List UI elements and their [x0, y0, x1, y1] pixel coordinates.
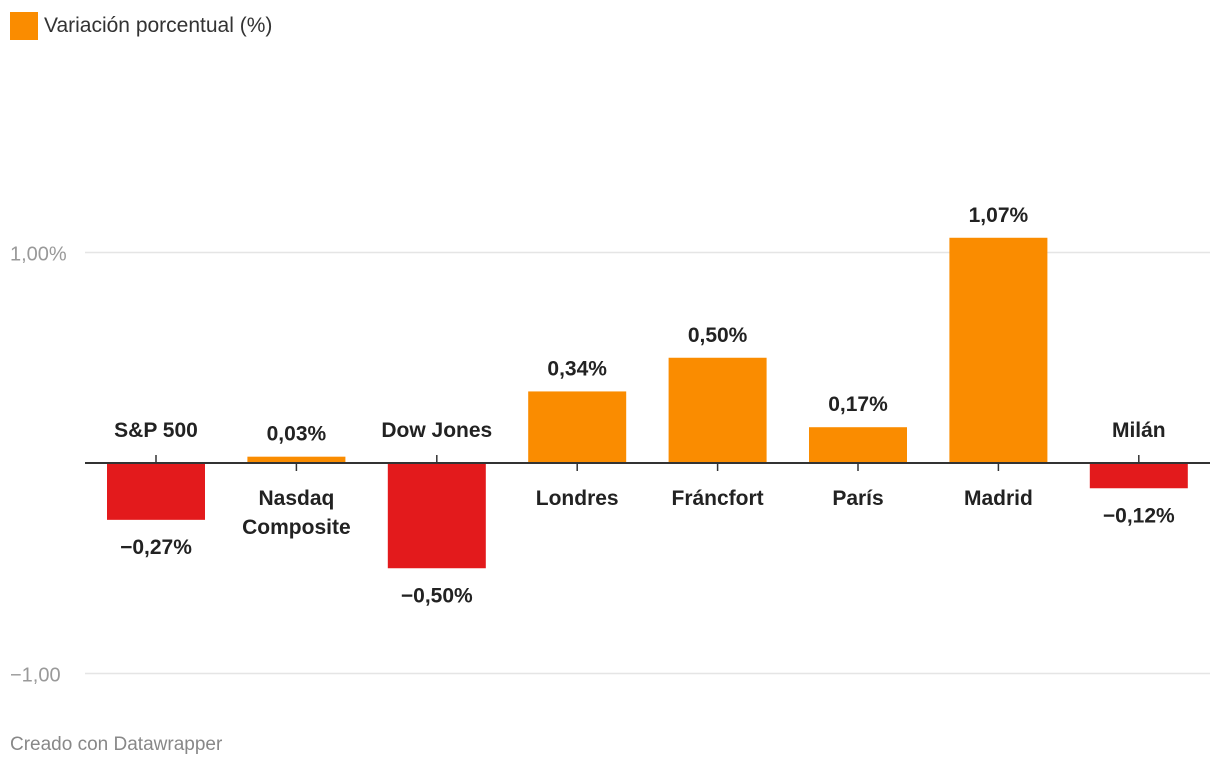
value-label: −0,27%: [120, 536, 192, 559]
bar: [1089, 463, 1188, 489]
legend-label: Variación porcentual (%): [44, 14, 273, 37]
bar: [809, 427, 907, 463]
y-tick-label: 1,00%: [10, 244, 67, 266]
category-label: Dow Jones: [381, 419, 492, 442]
legend-swatch: [10, 12, 38, 40]
category-label: Milán: [1112, 419, 1166, 442]
value-label: 1,07%: [969, 204, 1029, 227]
category-label: Fráncfort: [672, 487, 764, 510]
footer-credit: Creado con Datawrapper: [10, 734, 223, 755]
bar: [668, 357, 767, 463]
bar: [528, 391, 627, 463]
category-label: Londres: [536, 487, 619, 510]
value-label: 0,34%: [547, 357, 607, 380]
bar: [949, 237, 1048, 463]
legend: Variación porcentual (%): [10, 12, 272, 40]
value-label: −0,50%: [401, 584, 473, 607]
bar: [247, 456, 346, 463]
value-label: 0,50%: [688, 324, 748, 347]
category-label: Madrid: [964, 487, 1033, 510]
bar: [107, 463, 205, 520]
category-label: S&P 500: [114, 419, 198, 442]
value-label: −0,12%: [1103, 504, 1175, 527]
y-tick-label: −1,00: [10, 665, 61, 687]
value-label: 0,17%: [828, 393, 888, 416]
category-label: París: [832, 487, 883, 510]
bar: [387, 463, 486, 569]
category-label: Nasdaq Composite: [242, 487, 351, 539]
value-label: 0,03%: [267, 423, 327, 446]
